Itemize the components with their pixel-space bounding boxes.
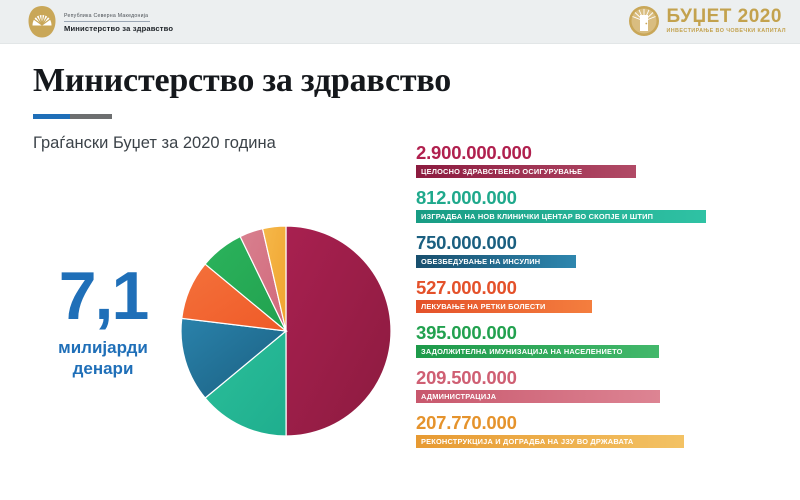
legend-label-bar: ЦЕЛОСНО ЗДРАВСТВЕНО ОСИГУРУВАЊЕ <box>416 165 636 178</box>
title-divider <box>33 114 112 119</box>
legend-label: ЛЕКУВАЊЕ НА РЕТКИ БОЛЕСТИ <box>421 302 546 311</box>
pie-slice <box>261 225 287 332</box>
legend-amount: 750.000.000 <box>416 232 517 253</box>
legend-label: АДМИНИСТРАЦИЈА <box>421 392 497 401</box>
legend-item: 2.900.000.000 ЦЕЛОСНО ЗДРАВСТВЕНО ОСИГУРУ… <box>416 142 788 178</box>
top-header-bar: Република Северна Македонија Министерств… <box>0 0 800 44</box>
page-subtitle: Граѓански Буџет за 2020 година <box>33 134 276 152</box>
government-text: Република Северна Македонија Министерств… <box>64 10 173 35</box>
legend-label: ЗАДОЛЖИТЕЛНА ИМУНИЗАЦИЈА НА НАСЕЛЕНИЕТО <box>421 347 623 356</box>
pie-chart-svg <box>180 225 392 437</box>
government-branding: Република Северна Македонија Министерств… <box>27 4 173 40</box>
legend-item: 209.500.000 АДМИНИСТРАЦИЈА <box>416 367 788 403</box>
sun-rays-emblem-icon <box>27 4 57 40</box>
legend-amount: 395.000.000 <box>416 322 517 343</box>
legend-amount: 2.900.000.000 <box>416 142 532 163</box>
legend-amount: 209.500.000 <box>416 367 517 388</box>
budget-text: БУЏЕТ 2020 ИНВЕСТИРАЊЕ ВО ЧОВЕЧКИ КАПИТА… <box>666 7 786 35</box>
page-title: Министерство за здравство <box>33 62 452 99</box>
budget-subtitle: ИНВЕСТИРАЊЕ ВО ЧОВЕЧКИ КАПИТАЛ <box>666 28 786 34</box>
pie-slice <box>204 329 287 437</box>
legend-item: 750.000.000 ОБЕЗБЕДУВАЊЕ НА ИНСУЛИН <box>416 232 788 268</box>
budget-branding: БУЏЕТ 2020 ИНВЕСТИРАЊЕ ВО ЧОВЕЧКИ КАПИТА… <box>628 5 786 37</box>
legend-label-bar: АДМИНИСТРАЦИЈА <box>416 390 660 403</box>
total-unit-line-2: денари <box>72 359 134 378</box>
legend-label-bar: ЗАДОЛЖИТЕЛНА ИМУНИЗАЦИЈА НА НАСЕЛЕНИЕТО <box>416 345 659 358</box>
budget-legend: 2.900.000.000 ЦЕЛОСНО ЗДРАВСТВЕНО ОСИГУРУ… <box>416 142 788 457</box>
ministry-name: Министерство за здравство <box>64 24 174 34</box>
pie-slice <box>285 225 392 437</box>
divider-segment-blue <box>33 114 70 119</box>
legend-amount: 812.000.000 <box>416 187 517 208</box>
total-amount-block: 7,1 милијарди денари <box>28 262 178 379</box>
legend-label-bar: ЛЕКУВАЊЕ НА РЕТКИ БОЛЕСТИ <box>416 300 592 313</box>
pie-slice <box>180 317 288 399</box>
open-door-rays-emblem-icon <box>628 5 660 37</box>
legend-label-bar: ОБЕЗБЕДУВАЊЕ НА ИНСУЛИН <box>416 255 576 268</box>
legend-label: РЕКОНСТРУКЦИЈА И ДОГРАДБА НА ЈЗУ ВО ДРЖА… <box>421 437 634 446</box>
legend-item: 207.770.000 РЕКОНСТРУКЦИЈА И ДОГРАДБА НА … <box>416 412 788 448</box>
legend-label: ЦЕЛОСНО ЗДРАВСТВЕНО ОСИГУРУВАЊЕ <box>421 167 583 176</box>
legend-label: ОБЕЗБЕДУВАЊЕ НА ИНСУЛИН <box>421 257 541 266</box>
divider-segment-gray <box>70 114 112 119</box>
legend-label: ИЗГРАДБА НА НОВ КЛИНИЧКИ ЦЕНТАР ВО СКОПЈ… <box>421 212 654 221</box>
legend-label-bar: РЕКОНСТРУКЦИЈА И ДОГРАДБА НА ЈЗУ ВО ДРЖА… <box>416 435 684 448</box>
total-unit-line-1: милијарди <box>58 338 148 357</box>
legend-item: 812.000.000 ИЗГРАДБА НА НОВ КЛИНИЧКИ ЦЕНТ… <box>416 187 788 223</box>
country-name: Република Северна Македонија <box>64 12 149 19</box>
legend-label-bar: ИЗГРАДБА НА НОВ КЛИНИЧКИ ЦЕНТАР ВО СКОПЈ… <box>416 210 706 223</box>
legend-amount: 207.770.000 <box>416 412 517 433</box>
legend-amount: 527.000.000 <box>416 277 517 298</box>
branding-divider <box>64 21 150 23</box>
total-amount-value: 7,1 <box>58 258 150 334</box>
legend-item: 395.000.000 ЗАДОЛЖИТЕЛНА ИМУНИЗАЦИЈА НА Н… <box>416 322 788 358</box>
budget-title: БУЏЕТ 2020 <box>666 6 782 27</box>
legend-item: 527.000.000 ЛЕКУВАЊЕ НА РЕТКИ БОЛЕСТИ <box>416 277 788 313</box>
budget-pie-chart <box>180 225 392 437</box>
total-amount-unit: милијарди денари <box>28 337 178 379</box>
